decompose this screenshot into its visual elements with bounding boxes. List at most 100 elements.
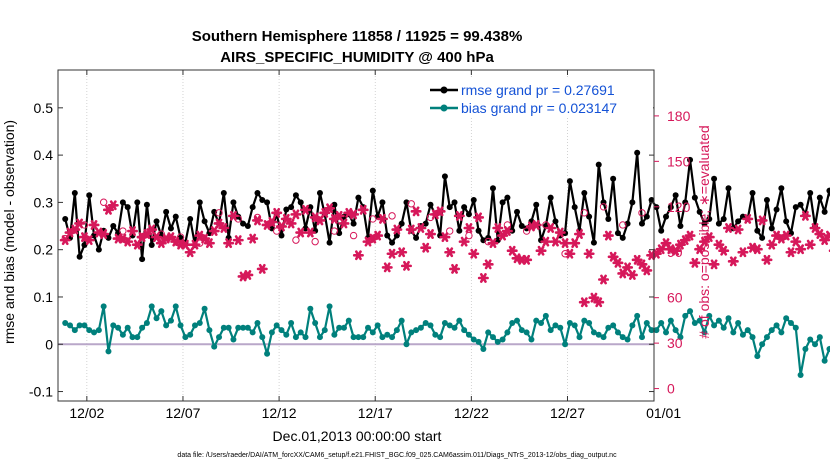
series-point-1 [268, 329, 275, 336]
obs-evaluated-marker [540, 236, 552, 247]
series-point-1 [393, 327, 400, 334]
series-point-1 [773, 322, 780, 329]
obs-possible-marker [407, 200, 415, 208]
obs-evaluated-marker [809, 223, 821, 233]
series-point-1 [802, 345, 809, 352]
series-point-0 [316, 189, 323, 196]
series-point-0 [71, 189, 78, 196]
obs-evaluated-marker [766, 239, 778, 250]
obs-evaluated-marker [756, 215, 768, 226]
obs-evaluated-marker [655, 244, 667, 255]
obs-evaluated-marker [127, 226, 138, 236]
series-point-1 [533, 317, 540, 324]
series-point-0 [288, 204, 295, 211]
series-point-1 [557, 324, 564, 331]
y-tick-label: -0.1 [29, 384, 53, 400]
obs-evaluated-marker [247, 233, 259, 244]
series-point-1 [331, 331, 338, 338]
obs-possible-marker [330, 227, 339, 235]
series-point-1 [153, 315, 160, 322]
obs-evaluated-marker [444, 247, 456, 258]
series-point-1 [725, 315, 732, 322]
series-point-0 [355, 194, 362, 201]
series-point-1 [504, 329, 511, 336]
series-point-1 [494, 338, 501, 345]
obs-evaluated-marker [372, 230, 384, 241]
series-point-1 [691, 319, 698, 326]
series-point-1 [437, 334, 444, 341]
series-point-0 [783, 218, 790, 225]
series-point-1 [696, 317, 703, 324]
series-point-0 [461, 204, 468, 211]
obs-possible-marker [388, 212, 396, 220]
series-point-1 [254, 319, 261, 326]
series-point-1 [216, 334, 223, 341]
series-point-1 [177, 322, 184, 329]
series-point-0 [297, 199, 304, 206]
y2-tick-label: 30 [667, 335, 683, 351]
series-point-1 [576, 334, 583, 341]
series-point-1 [278, 327, 285, 334]
obs-evaluated-marker [396, 247, 408, 258]
series-point-1 [441, 319, 448, 326]
y-axis-label: rmse and bias (model - observation) [1, 120, 17, 344]
series-point-0 [470, 197, 477, 204]
series-point-1 [307, 305, 314, 312]
obs-evaluated-marker [352, 250, 364, 261]
series-point-0 [658, 227, 665, 234]
obs-possible-marker [99, 198, 108, 206]
obs-evaluated-marker [761, 254, 773, 265]
obs-evaluated-marker [554, 227, 566, 238]
series-point-0 [283, 206, 290, 213]
x-tick-label: 01/01 [646, 405, 681, 421]
series-point-1 [95, 327, 102, 334]
x-tick-label: 12/07 [165, 405, 200, 421]
series-point-0 [735, 218, 742, 225]
series-point-1 [220, 324, 227, 331]
series-point-1 [211, 343, 218, 350]
series-point-1 [759, 341, 766, 348]
series-point-1 [369, 329, 376, 336]
obs-evaluated-marker [83, 235, 95, 246]
series-point-1 [451, 324, 458, 331]
series-point-1 [566, 319, 573, 326]
obs-possible-marker [311, 237, 319, 246]
data-file-footnote: data file: /Users/raeder/DAI/ATM_forcXX/… [177, 452, 617, 459]
obs-possible-marker [119, 227, 127, 235]
series-point-0 [514, 208, 521, 215]
series-point-0 [715, 220, 722, 227]
series-point-0 [552, 218, 559, 225]
obs-possible-marker [349, 231, 358, 240]
obs-evaluated-marker [641, 265, 653, 276]
series-point-1 [672, 327, 679, 334]
series-point-1 [148, 303, 155, 310]
y2-axis-label: # of obs: o=possible; ∗=evaluated [696, 125, 712, 338]
obs-evaluated-marker [607, 251, 619, 262]
obs-evaluated-marker [713, 239, 725, 250]
axes: -0.1 0 0.1 0.2 0.3 0.4 0.5 0 30 60 90 120 150 180 12/0… [29, 69, 691, 421]
series-point-1 [62, 319, 69, 326]
obs-evaluated-marker [482, 259, 494, 270]
obs-evaluated-marker [376, 213, 388, 224]
series-point-1 [297, 329, 304, 336]
obs-evaluated-marker [602, 230, 614, 241]
obs-evaluated-marker [434, 206, 446, 217]
series-point-1 [807, 336, 814, 343]
obs-evaluated-marker [122, 236, 134, 247]
chart-title: Southern Hemisphere 11858 / 11925 = 99.4… [192, 28, 523, 45]
obs-possible-marker [157, 230, 166, 238]
series-point-1 [326, 303, 333, 310]
series-point-0 [826, 187, 830, 194]
obs-evaluated-marker [549, 236, 561, 247]
obs-evaluated-marker [295, 227, 307, 238]
series-point-1 [706, 312, 713, 319]
series-point-0 [230, 199, 237, 206]
series-point-0 [682, 199, 689, 206]
y-tick-label: 0.4 [34, 147, 54, 163]
obs-evaluated-marker [530, 220, 542, 230]
obs-evaluated-marker [583, 248, 595, 259]
series-point-0 [667, 204, 674, 211]
series-point-1 [355, 334, 362, 341]
obs-evaluated-marker [732, 224, 744, 235]
